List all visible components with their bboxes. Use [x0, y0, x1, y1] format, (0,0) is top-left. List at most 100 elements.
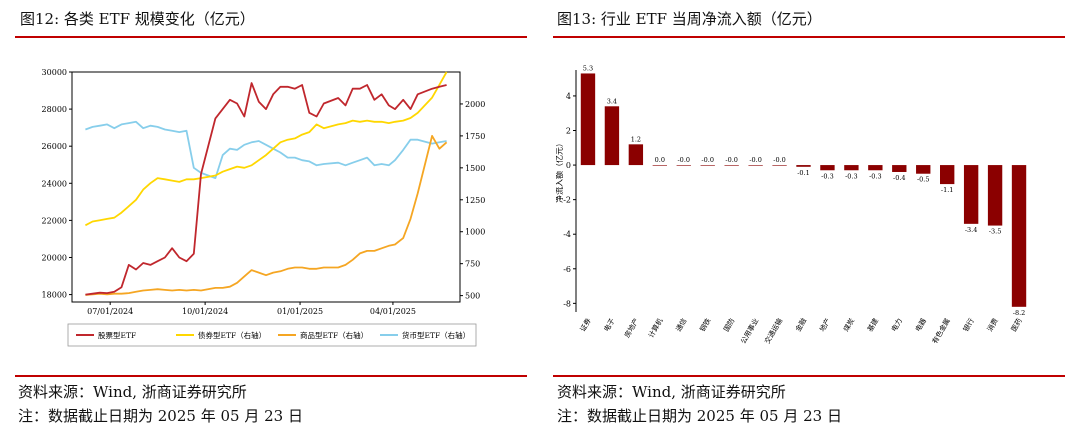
x-category-label: 地产: [817, 317, 832, 334]
bar: [987, 165, 1003, 226]
legend-label: 货币型ETF（右轴）: [402, 330, 470, 340]
bar-value-label: -0.4: [893, 174, 906, 182]
x-category-label: 煤炭: [841, 317, 856, 334]
y-tick-label: 0: [566, 161, 571, 170]
right-y-tick-label: 500: [465, 292, 480, 301]
bar: [652, 165, 667, 166]
x-category-label: 国防: [722, 317, 737, 334]
bar: [604, 106, 620, 166]
x-tick-label: 10/01/2024: [182, 307, 228, 316]
left-figure-title: 图12: 各类 ETF 规模变化（亿元）: [20, 10, 255, 28]
left-y-tick-label: 20000: [42, 253, 67, 262]
x-category-label: 公用事业: [739, 317, 761, 346]
bar: [580, 73, 596, 166]
left-source: 资料来源：Wind, 浙商证券研究所: [18, 383, 247, 401]
x-category-label: 消费: [985, 317, 1000, 334]
legend-label: 债券型ETF（右轴）: [198, 330, 266, 340]
x-category-label: 钢铁: [698, 317, 713, 334]
right-figure-title: 图13: 行业 ETF 当周净流入额（亿元）: [557, 10, 822, 28]
bar: [963, 165, 979, 224]
bar: [844, 165, 859, 171]
bar: [796, 165, 811, 167]
right-y-tick-label: 750: [465, 260, 480, 269]
x-tick-label: 04/01/2025: [370, 307, 416, 316]
x-category-label: 房地产: [622, 317, 640, 340]
x-category-label: 电力: [889, 317, 904, 334]
right-y-tick-label: 2000: [465, 100, 485, 109]
bar: [772, 165, 787, 166]
y-axis-label: 净流入额（亿元）: [556, 139, 564, 203]
y-tick-label: 2: [566, 127, 571, 136]
x-category-label: 交通运输: [762, 317, 784, 346]
bar: [1011, 165, 1027, 307]
right-y-tick-label: 1250: [465, 196, 485, 205]
bar: [868, 165, 883, 171]
left-footer-rule: [15, 375, 527, 377]
bar: [700, 165, 715, 166]
right-y-tick-label: 1500: [465, 164, 485, 173]
bar-value-label: 0.0: [655, 156, 665, 164]
y-tick-label: -6: [563, 265, 571, 274]
bar-value-label: -0.3: [869, 172, 882, 180]
left-y-tick-label: 18000: [42, 291, 67, 300]
x-category-label: 银行: [961, 317, 976, 334]
bar-value-label: -0.0: [701, 156, 714, 164]
x-category-label: 电子: [602, 317, 617, 334]
bar-value-label: -0.0: [677, 156, 690, 164]
bar: [820, 165, 835, 171]
bar-value-label: -0.3: [821, 172, 834, 180]
bar-value-label: 1.2: [631, 135, 641, 143]
y-tick-label: -8: [563, 299, 571, 308]
y-tick-label: -4: [563, 230, 571, 239]
x-category-label: 证券: [578, 317, 593, 334]
x-category-label: 有色金属: [930, 317, 952, 346]
bar: [916, 165, 931, 174]
x-tick-label: 01/01/2025: [277, 307, 323, 316]
x-category-label: 金融: [793, 317, 808, 334]
plot-frame: [71, 71, 461, 303]
legend-label: 商品型ETF（右轴）: [300, 330, 368, 340]
left-note: 注：数据截止日期为 2025 年 05 月 23 日: [18, 407, 303, 425]
commodity-etf-line: [85, 135, 448, 296]
bar-value-label: -0.0: [725, 156, 738, 164]
bar-value-label: -0.0: [773, 156, 786, 164]
bond-etf-line: [84, 71, 448, 227]
left-y-tick-label: 28000: [42, 105, 67, 114]
bar-value-label: -3.5: [989, 228, 1002, 236]
left-y-tick-label: 22000: [42, 216, 67, 225]
bar: [676, 165, 691, 166]
left-y-tick-label: 26000: [42, 142, 67, 151]
bar: [628, 144, 644, 166]
legend-label: 股票型ETF: [98, 331, 136, 340]
x-tick-label: 07/01/2024: [87, 307, 133, 316]
x-category-label: 电器: [913, 317, 928, 334]
y-tick-label: 4: [566, 92, 571, 101]
right-title-rule: [553, 36, 1065, 38]
bar-value-label: -0.5: [917, 176, 930, 184]
stock-etf-line: [85, 82, 447, 296]
bar-value-label: 5.3: [583, 64, 593, 72]
bar-value-label: -0.0: [749, 156, 762, 164]
legend-box: [67, 323, 477, 347]
etf-scale-line-chart: 18000 20000 22000 24000 26000 28000 30000 500 75…: [42, 68, 485, 347]
left-y-tick-label: 24000: [42, 179, 67, 188]
bar-value-label: -0.1: [797, 169, 810, 177]
x-category-label: 计算机: [646, 317, 664, 340]
bar-value-label: -1.1: [941, 186, 954, 194]
x-category-label: 基建: [865, 317, 880, 334]
y-tick-label: -2: [563, 196, 571, 205]
bar-value-label: -3.4: [965, 226, 978, 234]
bar: [724, 165, 739, 166]
right-y-tick-label: 1750: [465, 132, 485, 141]
bar-value-label: 3.4: [607, 97, 617, 105]
bar-value-label: -0.3: [845, 172, 858, 180]
bar-value-label: -8.2: [1013, 309, 1026, 317]
left-y-tick-label: 30000: [42, 68, 67, 77]
right-source: 资料来源：Wind, 浙商证券研究所: [557, 383, 786, 401]
bar: [892, 165, 907, 172]
left-title-rule: [15, 36, 527, 38]
x-category-label: 医药: [1009, 317, 1024, 334]
x-category-label: 通信: [674, 317, 689, 334]
bar: [940, 165, 955, 185]
right-footer-rule: [553, 375, 1065, 377]
